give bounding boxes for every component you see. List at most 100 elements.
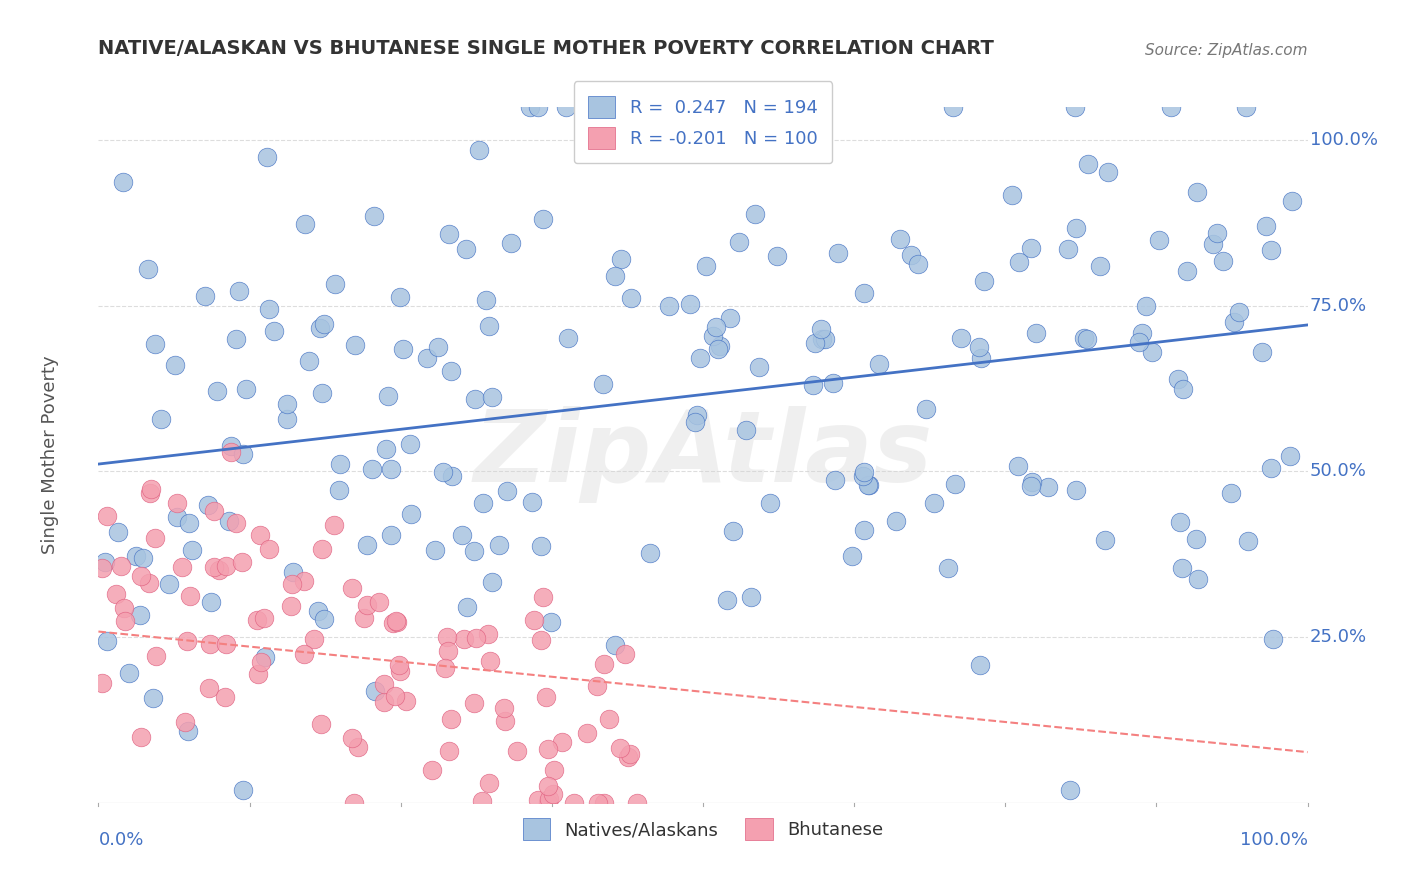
Point [853,286,876,301]
Text: 100.0%: 100.0% [1240,830,1308,848]
Point [943,476,966,491]
Point [530,539,553,553]
Point [704,320,727,334]
Point [702,329,724,343]
Point [221,439,243,453]
Point [477,627,499,641]
Point [356,538,378,552]
Point [198,681,221,696]
Point [456,599,478,614]
Point [1094,533,1116,547]
Point [537,792,560,806]
Point [527,100,550,114]
Point [1202,236,1225,251]
Point [801,377,824,392]
Point [387,615,409,629]
Point [249,528,271,542]
Point [766,249,789,263]
Point [467,143,489,157]
Point [550,734,572,748]
Point [368,595,391,609]
Point [139,485,162,500]
Point [735,423,758,437]
Point [356,598,378,612]
Point [215,558,238,573]
Point [208,563,231,577]
Point [810,322,832,336]
Point [440,712,463,726]
Point [969,351,991,365]
Point [1220,486,1243,500]
Point [139,482,162,496]
Point [531,590,554,604]
Point [377,389,399,403]
Point [380,528,402,542]
Point [361,461,384,475]
Point [380,462,402,476]
Point [328,483,350,498]
Point [340,731,363,745]
Point [436,644,458,658]
Point [232,782,254,797]
Point [1007,459,1029,474]
Point [938,561,960,575]
Point [451,528,474,542]
Point [1260,243,1282,257]
Point [118,666,141,681]
Point [1279,450,1302,464]
Point [464,392,486,407]
Point [530,632,553,647]
Point [112,600,135,615]
Point [852,465,875,479]
Point [853,523,876,537]
Point [464,631,486,645]
Point [1135,299,1157,313]
Text: ZipAtlas: ZipAtlas [474,407,932,503]
Point [392,342,415,356]
Point [605,268,627,283]
Point [388,658,411,673]
Point [292,574,315,589]
Point [1170,515,1192,529]
Point [202,559,225,574]
Point [228,284,250,298]
Point [1173,383,1195,397]
Point [1057,242,1080,256]
Point [257,301,280,316]
Point [609,741,631,756]
Point [748,360,770,375]
Point [1205,226,1227,240]
Point [439,744,461,758]
Point [415,351,437,365]
Point [727,235,749,249]
Point [136,261,159,276]
Point [475,293,498,307]
Point [149,412,172,426]
Point [166,509,188,524]
Point [107,524,129,539]
Point [824,473,846,487]
Point [131,730,153,744]
Point [841,549,863,563]
Point [256,150,278,164]
Point [541,788,564,802]
Point [758,495,780,509]
Point [292,647,315,661]
Point [388,290,411,304]
Point [617,749,640,764]
Point [478,318,501,333]
Point [714,138,737,153]
Point [129,608,152,623]
Text: NATIVE/ALASKAN VS BHUTANESE SINGLE MOTHER POVERTY CORRELATION CHART: NATIVE/ALASKAN VS BHUTANESE SINGLE MOTHE… [98,39,994,58]
Point [1234,100,1257,114]
Point [132,550,155,565]
Point [1073,331,1095,345]
Point [744,206,766,220]
Point [506,744,529,758]
Point [609,252,631,267]
Point [658,299,681,313]
Point [1021,475,1043,490]
Point [157,577,180,591]
Point [202,504,225,518]
Point [280,577,302,591]
